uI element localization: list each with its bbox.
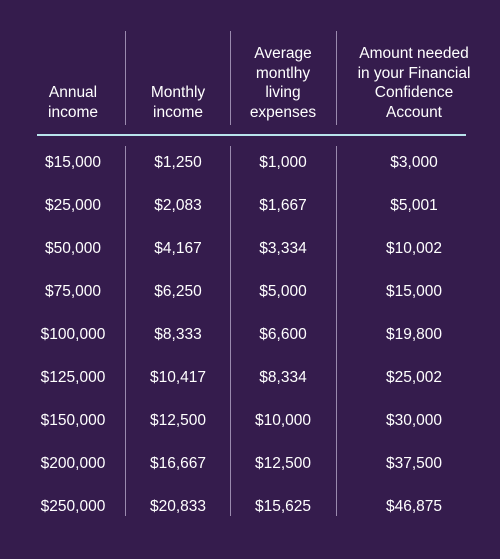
cell-amount-needed: $30,000 bbox=[385, 412, 443, 429]
header-monthly-expenses: Average montlhy living expenses bbox=[249, 45, 317, 121]
cell-monthly-income: $16,667 bbox=[149, 455, 207, 472]
cell-monthly-expenses: $5,000 bbox=[259, 283, 307, 300]
table-row: $75,000 $6,250 $5,000 $15,000 bbox=[0, 280, 500, 304]
column-divider bbox=[230, 146, 231, 516]
cell-annual-income: $15,000 bbox=[44, 154, 102, 171]
cell-monthly-income: $10,417 bbox=[149, 369, 207, 386]
cell-amount-needed: $15,000 bbox=[385, 283, 443, 300]
cell-amount-needed: $19,800 bbox=[385, 326, 443, 343]
cell-annual-income: $250,000 bbox=[40, 498, 106, 515]
cell-amount-needed: $10,002 bbox=[385, 240, 443, 257]
header-monthly-income: Monthly income bbox=[150, 84, 206, 121]
cell-amount-needed: $3,000 bbox=[390, 154, 438, 171]
column-divider bbox=[336, 31, 337, 125]
cell-annual-income: $50,000 bbox=[44, 240, 102, 257]
table-row: $250,000 $20,833 $15,625 $46,875 bbox=[0, 495, 500, 519]
header-rule bbox=[37, 134, 466, 136]
header-annual-income: Annual income bbox=[48, 84, 98, 121]
cell-annual-income: $200,000 bbox=[40, 455, 106, 472]
cell-annual-income: $125,000 bbox=[40, 369, 106, 386]
cell-monthly-expenses: $12,500 bbox=[254, 455, 312, 472]
cell-monthly-income: $8,333 bbox=[154, 326, 202, 343]
cell-annual-income: $100,000 bbox=[40, 326, 106, 343]
cell-monthly-income: $2,083 bbox=[154, 197, 202, 214]
cell-annual-income: $150,000 bbox=[40, 412, 106, 429]
column-divider bbox=[230, 31, 231, 125]
cell-monthly-expenses: $15,625 bbox=[254, 498, 312, 515]
cell-amount-needed: $46,875 bbox=[385, 498, 443, 515]
cell-monthly-expenses: $10,000 bbox=[254, 412, 312, 429]
cell-annual-income: $75,000 bbox=[44, 283, 102, 300]
column-divider bbox=[125, 146, 126, 516]
table-row: $15,000 $1,250 $1,000 $3,000 bbox=[0, 151, 500, 175]
cell-monthly-expenses: $6,600 bbox=[259, 326, 307, 343]
table-row: $25,000 $2,083 $1,667 $5,001 bbox=[0, 194, 500, 218]
cell-amount-needed: $5,001 bbox=[390, 197, 438, 214]
cell-monthly-expenses: $1,667 bbox=[259, 197, 307, 214]
cell-annual-income: $25,000 bbox=[44, 197, 102, 214]
cell-monthly-income: $1,250 bbox=[154, 154, 202, 171]
cell-amount-needed: $25,002 bbox=[385, 369, 443, 386]
cell-monthly-income: $20,833 bbox=[149, 498, 207, 515]
cell-amount-needed: $37,500 bbox=[385, 455, 443, 472]
cell-monthly-expenses: $3,334 bbox=[259, 240, 307, 257]
column-divider bbox=[125, 31, 126, 125]
column-divider bbox=[336, 146, 337, 516]
table-row: $50,000 $4,167 $3,334 $10,002 bbox=[0, 237, 500, 261]
table-row: $150,000 $12,500 $10,000 $30,000 bbox=[0, 409, 500, 433]
table-row: $100,000 $8,333 $6,600 $19,800 bbox=[0, 323, 500, 347]
header-amount-needed: Amount needed in your Financial Confiden… bbox=[357, 45, 471, 121]
cell-monthly-income: $6,250 bbox=[154, 283, 202, 300]
table-row: $200,000 $16,667 $12,500 $37,500 bbox=[0, 452, 500, 476]
cell-monthly-expenses: $8,334 bbox=[259, 369, 307, 386]
cell-monthly-expenses: $1,000 bbox=[259, 154, 307, 171]
table-row: $125,000 $10,417 $8,334 $25,002 bbox=[0, 366, 500, 390]
cell-monthly-income: $4,167 bbox=[154, 240, 202, 257]
cell-monthly-income: $12,500 bbox=[149, 412, 207, 429]
